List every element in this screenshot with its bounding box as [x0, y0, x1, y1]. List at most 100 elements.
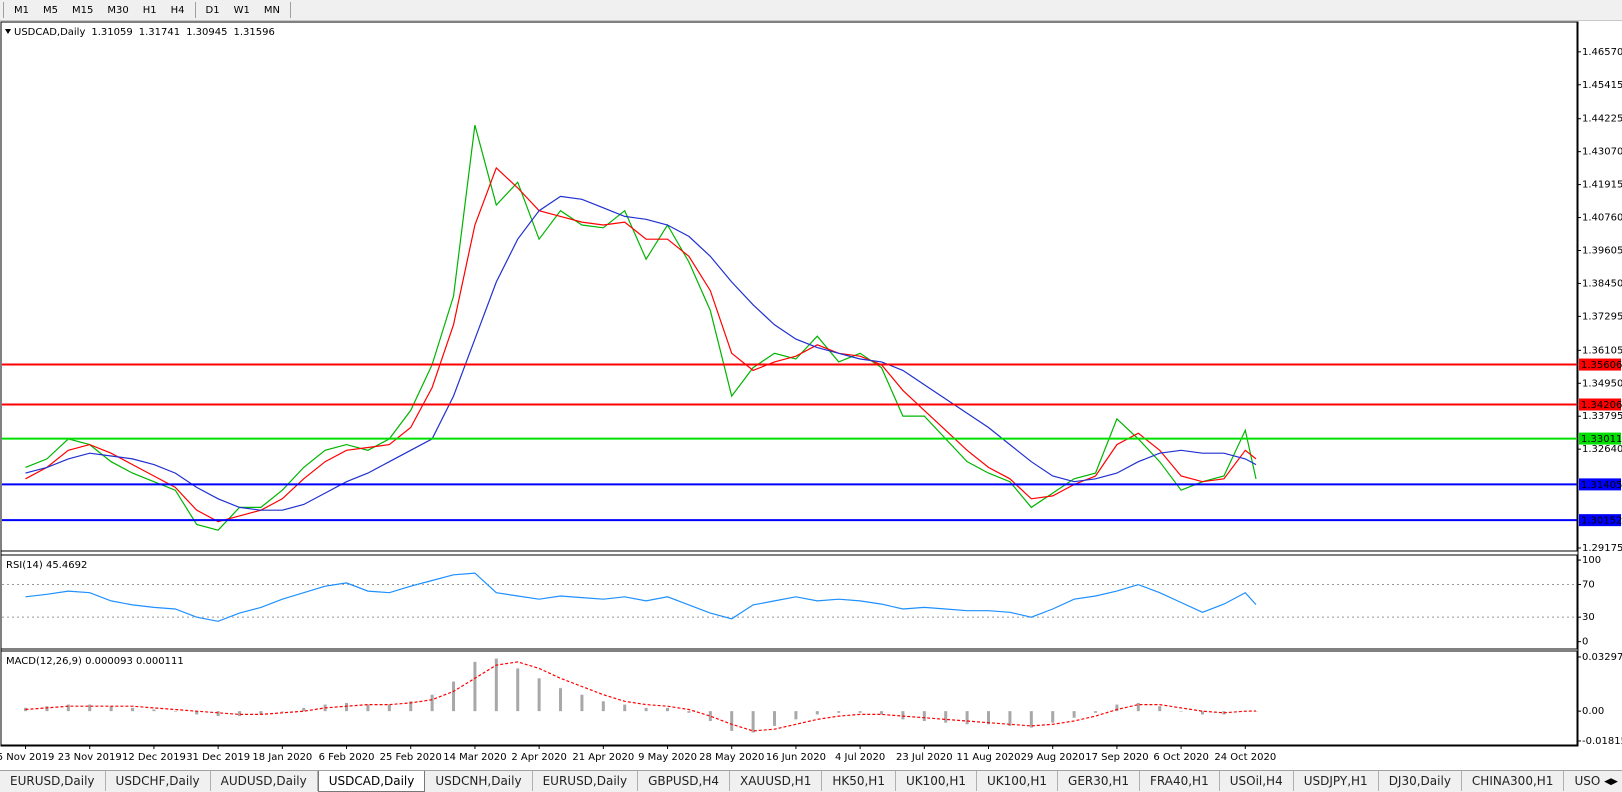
x-tick-label: 18 Jan 2020: [252, 752, 312, 763]
histogram-bar: [537, 678, 541, 712]
histogram-bar: [387, 704, 391, 712]
histogram-bar: [794, 711, 798, 720]
histogram-bar: [580, 694, 584, 712]
histogram-bar: [751, 711, 755, 733]
chart-tab[interactable]: GBPUSD,H4: [638, 771, 730, 791]
price-label-box: [1579, 398, 1621, 411]
timeframe-button[interactable]: D1: [205, 4, 220, 16]
panel-title: MACD(12,26,9) 0.000093 0.000111: [6, 656, 184, 667]
y-tick-label: 1.29175: [1582, 543, 1622, 554]
histogram-bar: [473, 661, 477, 712]
price-label-box: [1579, 514, 1621, 527]
x-tick-label: 23 Nov 2019: [58, 752, 122, 763]
y-tick-label: 0.032972: [1582, 652, 1622, 663]
histogram-bar: [152, 709, 156, 712]
histogram-bar: [1158, 706, 1162, 712]
histogram-bar: [302, 707, 306, 712]
chart-tab[interactable]: USDCHF,Daily: [106, 771, 211, 791]
chart-tab[interactable]: USDCNH,Daily: [425, 771, 533, 791]
series-group: [25, 124, 1257, 531]
price-label-box: [1579, 432, 1621, 445]
chart-tab[interactable]: GER30,H1: [1058, 771, 1140, 791]
histogram-bar: [815, 711, 819, 715]
histogram-bar: [1029, 711, 1033, 728]
y-tick-label: 1.37295: [1582, 311, 1622, 322]
histogram-bar: [666, 707, 670, 712]
chart-tab[interactable]: USDJPY,H1: [1294, 771, 1379, 791]
histogram-bar: [559, 688, 563, 712]
panel-header: USDCAD,Daily 1.31059 1.31741 1.30945 1.31596: [14, 27, 275, 38]
histogram-bar: [88, 704, 92, 712]
timeframe-button[interactable]: W1: [233, 4, 250, 16]
chart-tab[interactable]: HK50,H1: [822, 771, 896, 791]
price-label: 1.35606: [1581, 360, 1622, 371]
chart-tab[interactable]: FRA40,H1: [1140, 771, 1220, 791]
chart-tab[interactable]: DJ30,Daily: [1379, 771, 1462, 791]
histogram-bar: [45, 706, 49, 712]
timeframe-button[interactable]: M5: [43, 4, 58, 16]
x-tick-label: 11 Aug 2020: [956, 752, 1020, 763]
histogram-bar: [880, 711, 884, 715]
histogram-bar: [345, 702, 349, 712]
histogram-bar: [730, 711, 734, 731]
x-tick-label: 12 Dec 2019: [122, 752, 186, 763]
panel-header: MACD(12,26,9) 0.000093 0.000111: [6, 656, 184, 667]
histogram-bar: [708, 711, 712, 722]
histogram-bar: [1201, 711, 1205, 715]
x-tick-label: 17 Sep 2020: [1085, 752, 1148, 763]
histogram-bar: [944, 711, 948, 723]
series-line: [25, 124, 1257, 531]
histogram-bar: [66, 704, 70, 712]
ohlc-value: 1.31741: [139, 27, 180, 38]
chart-tab[interactable]: USDCAD,Daily: [317, 771, 426, 792]
ohlc-value: 1.31596: [233, 27, 274, 38]
chart-tab[interactable]: UK100,H1: [977, 771, 1059, 791]
x-tick-label: 16 Jun 2020: [766, 752, 826, 763]
y-tick-label: 1.45415: [1582, 80, 1622, 91]
chart-tab[interactable]: EURUSD,Daily: [0, 771, 106, 791]
timeframe-button[interactable]: M15: [72, 4, 94, 16]
separator: [289, 2, 291, 18]
histogram-bar: [494, 658, 498, 712]
timeframe-button[interactable]: M30: [107, 4, 129, 16]
histogram-bar: [1072, 711, 1076, 718]
timeframe-button[interactable]: H1: [142, 4, 157, 16]
price-label: 1.30152: [1581, 516, 1622, 527]
y-tick-label: 0.00: [1582, 706, 1604, 717]
series-group: [25, 572, 1257, 622]
tab-scroll[interactable]: ◀▶: [1600, 771, 1622, 792]
chart-tab[interactable]: XAUUSD,H1: [730, 771, 823, 791]
histogram-bar: [773, 711, 777, 726]
y-tick-label: 70: [1582, 580, 1595, 591]
chart-tab[interactable]: UK100,H1: [896, 771, 977, 791]
histogram-bar: [1179, 711, 1183, 712]
histogram-bar: [109, 706, 113, 712]
histogram-bar: [1254, 710, 1258, 712]
histogram-bar: [259, 711, 263, 715]
y-tick-label: 1.36105: [1582, 345, 1622, 356]
price-label-box: [1579, 478, 1621, 491]
timeframe-button[interactable]: H4: [170, 4, 185, 16]
x-tick-label: 21 Apr 2020: [572, 752, 634, 763]
y-tick-label: 1.34950: [1582, 378, 1622, 389]
y-tick-label: 1.33795: [1582, 411, 1622, 422]
x-tick-label: 25 Feb 2020: [380, 752, 442, 763]
x-tick-label: 4 Jul 2020: [835, 752, 885, 763]
histogram-bar: [216, 711, 220, 717]
chart-tab[interactable]: USOil,H4: [1220, 771, 1294, 791]
chart-tab[interactable]: EURUSD,Daily: [533, 771, 639, 791]
y-tick-label: 1.43070: [1582, 147, 1622, 158]
histogram-bar: [280, 711, 284, 712]
chart-tab[interactable]: CHINA300,H1: [1462, 771, 1565, 791]
series-group: [24, 658, 1258, 733]
panel-frame: [0, 554, 1578, 650]
histogram-bar: [644, 707, 648, 712]
chart-tabs: EURUSD,Daily USDCHF,Daily AUDUSD,Daily USDC…: [0, 770, 1622, 792]
panel: 0.032972 0.00 -0.018154 MACD(12,26,9) 0.000…: [0, 650, 1622, 747]
series-line: [25, 661, 1257, 732]
timeframe-button[interactable]: M1: [14, 4, 29, 16]
timeframe-button[interactable]: MN: [263, 4, 280, 16]
chart-tab[interactable]: AUDUSD,Daily: [211, 771, 318, 791]
histogram-bar: [965, 711, 969, 725]
